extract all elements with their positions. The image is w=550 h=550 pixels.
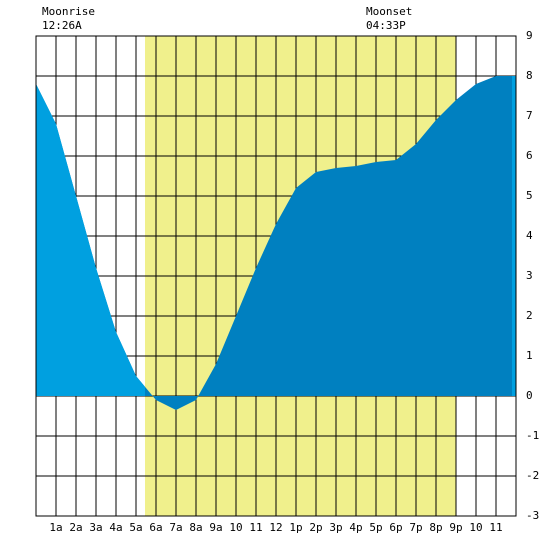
x-tick-label: 11 <box>249 521 262 534</box>
x-tick-label: 2p <box>309 521 322 534</box>
x-tick-label: 1p <box>289 521 302 534</box>
y-tick-label: 1 <box>526 349 533 362</box>
tide-area <box>36 76 516 410</box>
x-tick-label: 7p <box>409 521 422 534</box>
y-tick-label: 2 <box>526 309 533 322</box>
x-tick-label: 5a <box>129 521 142 534</box>
y-tick-label: 6 <box>526 149 533 162</box>
x-tick-label: 12 <box>269 521 282 534</box>
x-tick-label: 9a <box>209 521 222 534</box>
x-tick-label: 8p <box>429 521 442 534</box>
y-tick-label: 9 <box>526 29 533 42</box>
x-tick-label: 10 <box>229 521 242 534</box>
x-tick-label: 3p <box>329 521 342 534</box>
annotation-time: 12:26A <box>42 19 82 32</box>
y-tick-label: 0 <box>526 389 533 402</box>
annotation-title: Moonset <box>366 5 412 18</box>
y-tick-label: 3 <box>526 269 533 282</box>
x-tick-label: 4a <box>109 521 122 534</box>
x-tick-label: 7a <box>169 521 182 534</box>
y-tick-label: 8 <box>526 69 533 82</box>
x-tick-label: 11 <box>489 521 502 534</box>
x-tick-label: 9p <box>449 521 462 534</box>
x-tick-label: 5p <box>369 521 382 534</box>
x-tick-label: 4p <box>349 521 362 534</box>
x-tick-label: 6p <box>389 521 402 534</box>
plot-border <box>35 35 517 517</box>
night-shade <box>512 76 516 410</box>
annotation-time: 04:33P <box>366 19 406 32</box>
x-tick-label: 3a <box>89 521 102 534</box>
x-tick-label: 10 <box>469 521 482 534</box>
x-tick-label: 8a <box>189 521 202 534</box>
x-tick-label: 1a <box>49 521 62 534</box>
annotation-title: Moonrise <box>42 5 95 18</box>
y-tick-label: 4 <box>526 229 533 242</box>
x-tick-label: 2a <box>69 521 82 534</box>
y-tick-label: -3 <box>526 509 539 522</box>
y-tick-label: 5 <box>526 189 533 202</box>
y-tick-label: -2 <box>526 469 539 482</box>
y-tick-label: 7 <box>526 109 533 122</box>
y-tick-label: -1 <box>526 429 539 442</box>
x-tick-label: 6a <box>149 521 162 534</box>
